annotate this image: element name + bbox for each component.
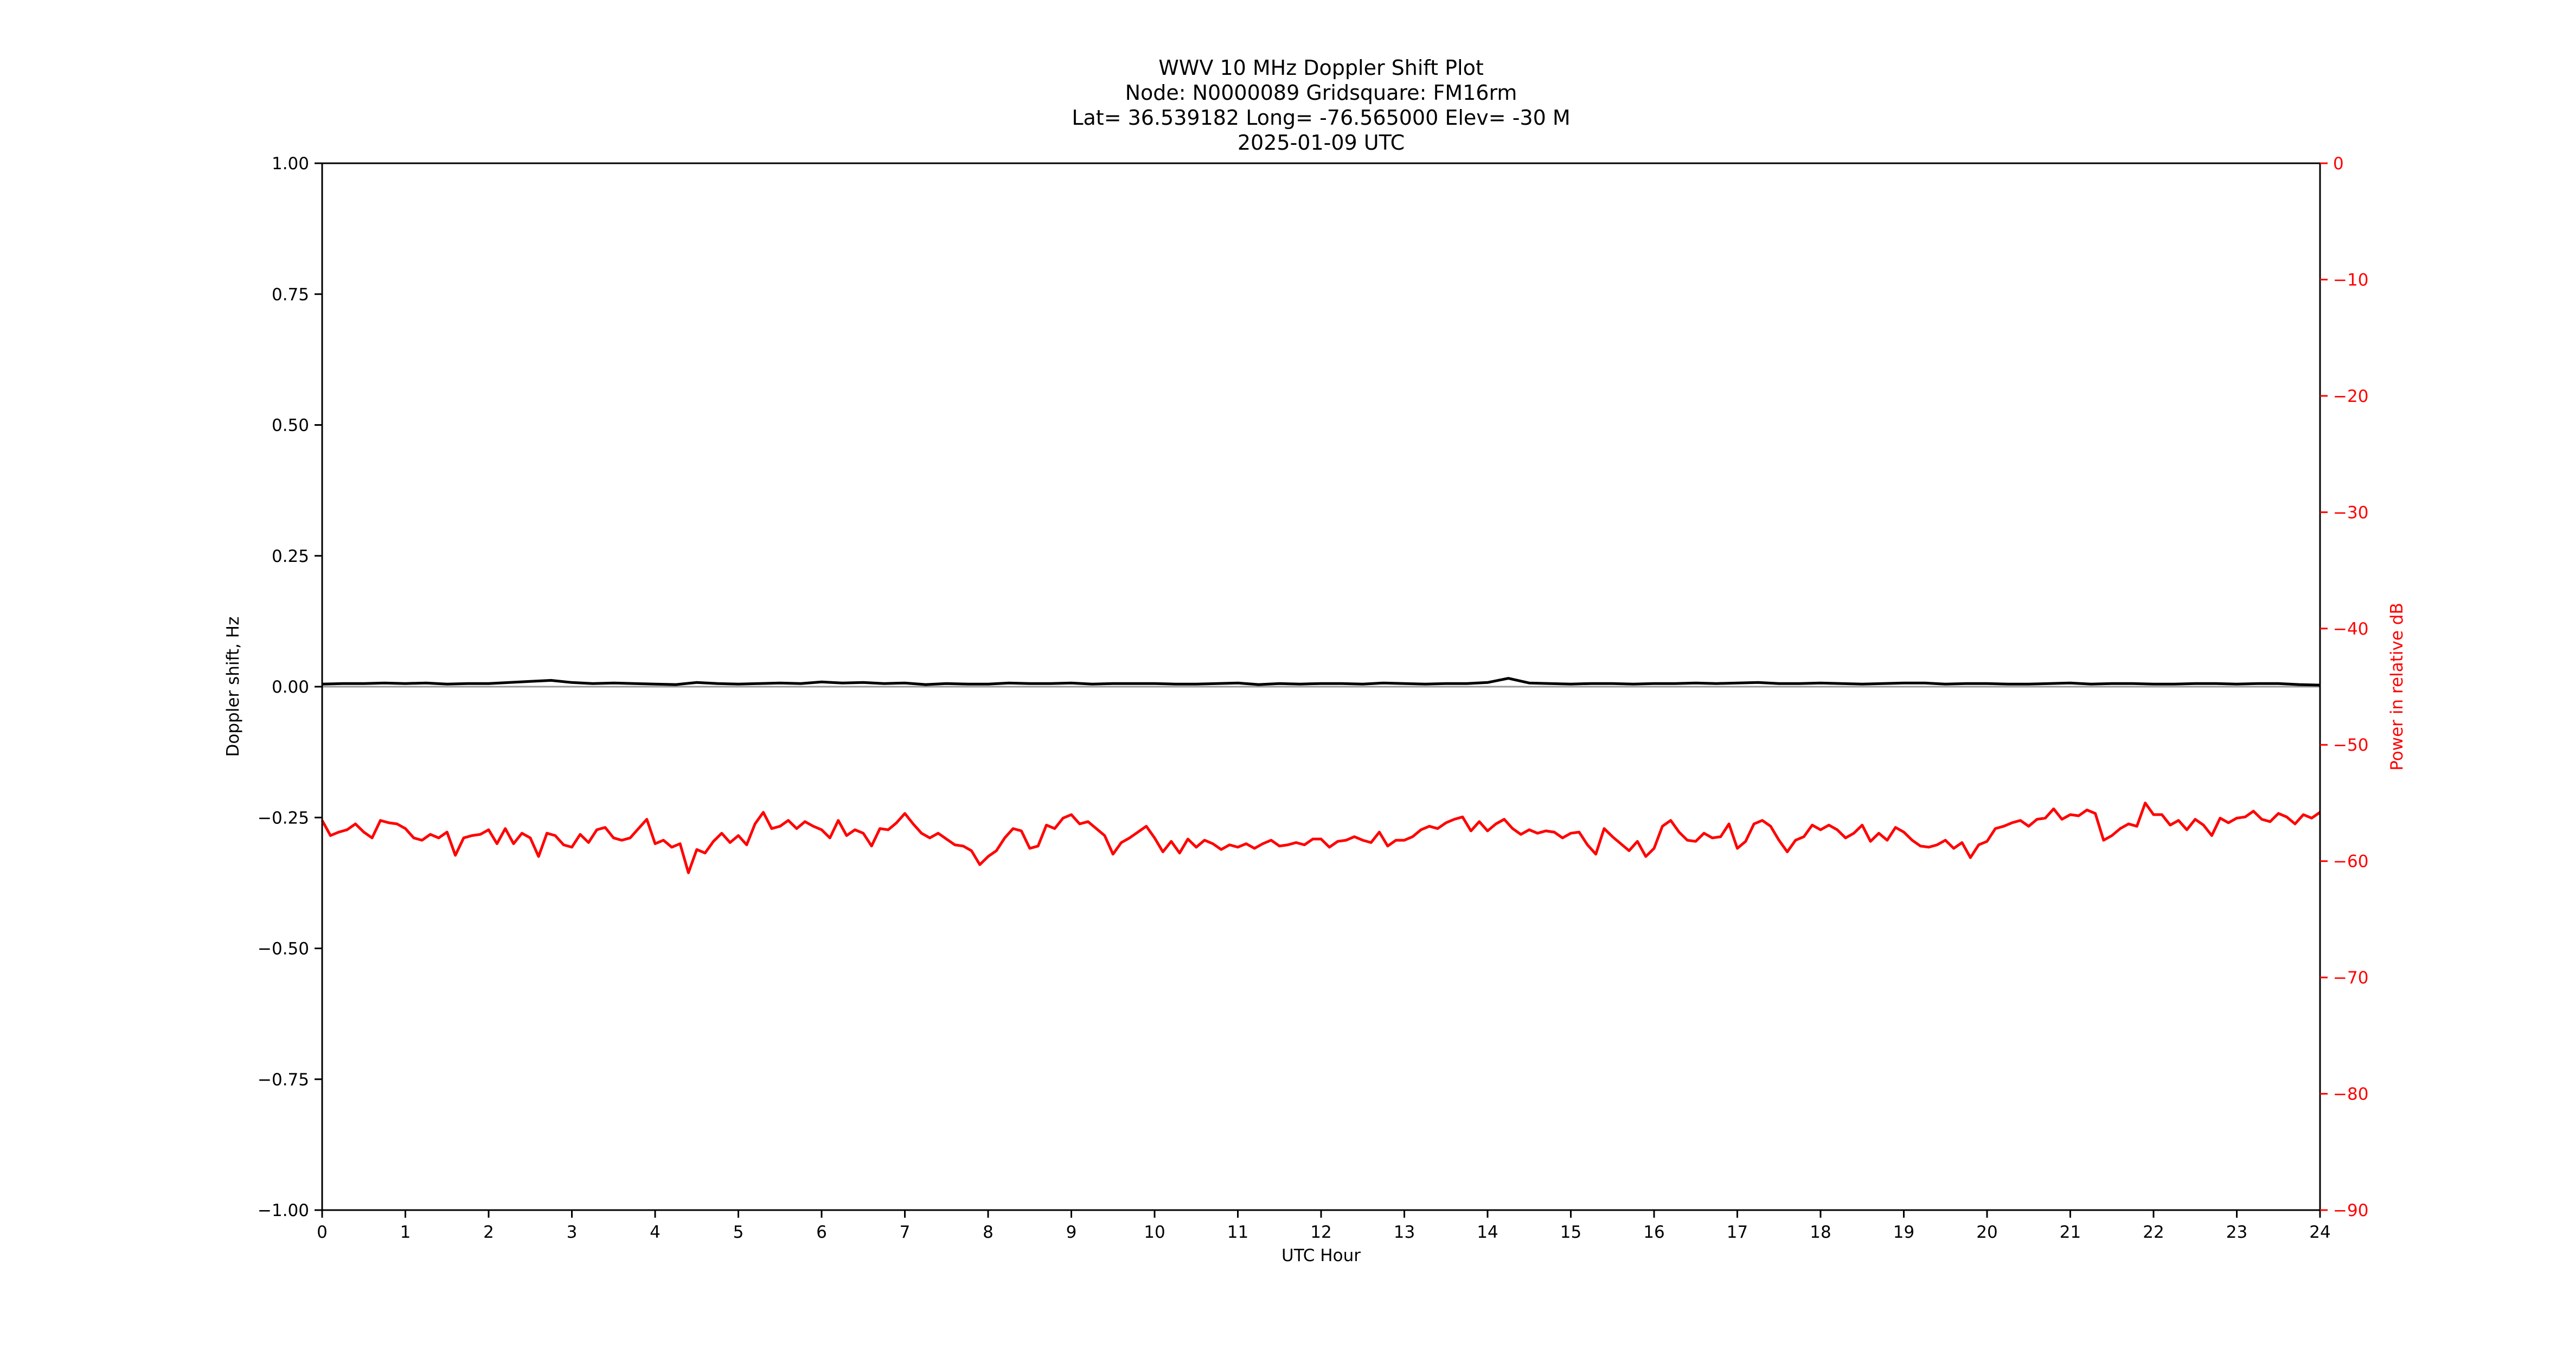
plot-area: 0 1 2 3 4 5 6 7 8 9 10 11 12 13 14 15 16 17 18 19 20 21 22 23 24… <box>258 154 2368 1242</box>
x-tick-label: 6 <box>816 1223 827 1242</box>
y2-tick-label: −70 <box>2333 968 2368 988</box>
x-tick-label: 0 <box>317 1223 328 1242</box>
y2-tick-label: −10 <box>2333 270 2368 290</box>
x-tick-label: 3 <box>567 1223 578 1242</box>
x-tick-label: 17 <box>1727 1223 1748 1242</box>
y-tick-label: 1.00 <box>272 154 309 174</box>
x-tick-label: 13 <box>1394 1223 1415 1242</box>
x-tick-label: 16 <box>1643 1223 1664 1242</box>
x-tick-label: 11 <box>1227 1223 1248 1242</box>
x-tick-label: 22 <box>2143 1223 2164 1242</box>
title-line-3: Lat= 36.539182 Long= -76.565000 Elev= -3… <box>1072 106 1570 130</box>
doppler-series-line <box>322 677 2321 687</box>
x-tick-label: 2 <box>483 1223 494 1242</box>
y-tick-label: 0.00 <box>272 677 309 697</box>
x-tick-label: 19 <box>1893 1223 1914 1242</box>
y2-axis-title: Power in relative dB <box>2387 603 2407 770</box>
x-tick-label: 24 <box>2309 1223 2330 1242</box>
y2-tick-label: −90 <box>2333 1201 2368 1220</box>
y-tick-label: 0.25 <box>272 547 309 566</box>
x-tick-label: 5 <box>733 1223 744 1242</box>
y2-tick-label: −40 <box>2333 619 2368 639</box>
y-tick-label: 0.50 <box>272 416 309 436</box>
x-tick-label: 18 <box>1810 1223 1831 1242</box>
y-axis-title: Doppler shift, Hz <box>223 617 243 757</box>
y-tick-label: −1.00 <box>258 1201 309 1220</box>
x-tick-label: 21 <box>2060 1223 2081 1242</box>
x-tick-label: 20 <box>1976 1223 1997 1242</box>
y2-tick-label: −20 <box>2333 387 2368 406</box>
x-tick-label: 23 <box>2226 1223 2247 1242</box>
x-tick-label: 9 <box>1066 1223 1077 1242</box>
y2-tick-label: −30 <box>2333 503 2368 522</box>
x-tick-label: 10 <box>1144 1223 1165 1242</box>
y-tick-label: 0.75 <box>272 285 309 304</box>
x-tick-label: 14 <box>1477 1223 1498 1242</box>
x-tick-label: 15 <box>1560 1223 1581 1242</box>
title-line-4: 2025-01-09 UTC <box>1238 131 1405 155</box>
x-tick-label: 8 <box>983 1223 994 1242</box>
x-tick-label: 1 <box>400 1223 411 1242</box>
y2-tick-label: −80 <box>2333 1085 2368 1104</box>
y2-tick-label: −60 <box>2333 852 2368 872</box>
x-axis-title: UTC Hour <box>1281 1246 1361 1265</box>
chart-title: WWV 10 MHz Doppler Shift Plot Node: N000… <box>1072 56 1570 155</box>
x-tick-label: 12 <box>1310 1223 1331 1242</box>
x-tick-label: 4 <box>650 1223 661 1242</box>
y-tick-label: −0.75 <box>258 1070 309 1090</box>
y-tick-label: −0.25 <box>258 808 309 828</box>
power-series-line <box>321 801 2321 874</box>
y2-tick-label: 0 <box>2333 154 2344 174</box>
x-tick-label: 7 <box>900 1223 911 1242</box>
title-line-2: Node: N0000089 Gridsquare: FM16rm <box>1125 81 1517 105</box>
y-tick-label: −0.50 <box>258 939 309 959</box>
title-line-1: WWV 10 MHz Doppler Shift Plot <box>1158 56 1484 80</box>
y2-tick-label: −50 <box>2333 735 2368 755</box>
